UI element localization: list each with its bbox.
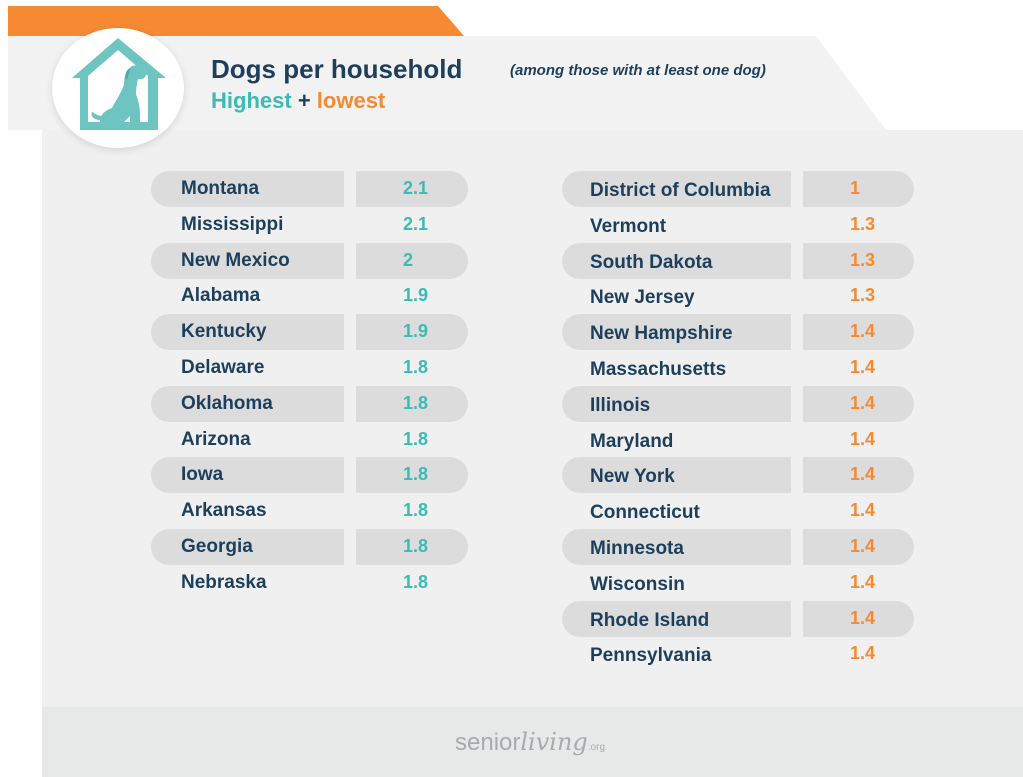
dogs-per-household-value: 1.3 [850, 285, 876, 306]
row-value-highlight [803, 528, 914, 565]
state-name: Oklahoma [181, 392, 273, 414]
row-highlight [151, 385, 344, 422]
page-subtitle: (among those with at least one dog) [510, 62, 766, 79]
dogs-per-household-value: 1.8 [403, 392, 429, 413]
row-value-highlight [356, 314, 468, 351]
state-name: Arizona [181, 428, 251, 450]
row-highlight [562, 171, 791, 207]
row-value-highlight [803, 385, 914, 422]
dogs-per-household-value: 1.4 [850, 428, 876, 449]
row-value-highlight [803, 314, 914, 351]
row-value-highlight [356, 242, 468, 279]
row-highlight [151, 171, 344, 207]
row-highlight [562, 457, 791, 494]
state-name: New Hampshire [590, 323, 733, 345]
state-name: Montana [181, 178, 260, 199]
state-name: Minnesota [590, 537, 684, 559]
dogs-per-household-value: 2.1 [403, 213, 429, 234]
state-name: South Dakota [590, 251, 713, 273]
row-highlight [151, 457, 344, 494]
dogs-per-household-value: 1.4 [850, 356, 876, 377]
state-name: Delaware [181, 356, 265, 378]
dogs-per-household-value: 1.8 [403, 356, 429, 377]
state-name: Massachusetts [590, 358, 727, 380]
header-accent-bar [8, 6, 464, 36]
dog-house-icon [72, 38, 166, 130]
state-name: Wisconsin [590, 573, 685, 595]
row-value-highlight [803, 600, 914, 637]
brand-senior: senior [455, 729, 521, 756]
dogs-per-household-value: 1.3 [850, 249, 876, 270]
brand-tld: .org [587, 742, 606, 753]
state-name: Rhode Island [590, 609, 710, 631]
row-highlight [562, 314, 791, 351]
row-value-highlight [803, 171, 914, 207]
state-name: New Mexico [181, 249, 290, 271]
state-name: Georgia [181, 535, 253, 557]
state-name: Iowa [181, 464, 224, 486]
dogs-per-household-value: 1.4 [850, 571, 876, 592]
state-name: Arkansas [181, 500, 267, 522]
state-name: New Jersey [590, 287, 695, 309]
legend: Highest + lowest [211, 88, 385, 114]
row-value-highlight [803, 457, 914, 494]
brand-living: living [520, 728, 588, 756]
dogs-per-household-value: 1.9 [403, 285, 429, 306]
state-name: District of Columbia [590, 180, 771, 201]
dogs-per-household-value: 1.4 [850, 500, 876, 521]
dogs-per-household-value: 1.4 [850, 321, 876, 342]
dogs-per-household-value: 1 [850, 178, 861, 198]
row-value-highlight [803, 242, 914, 279]
dogs-per-household-value: 1.8 [403, 571, 429, 592]
row-highlight [151, 314, 344, 351]
state-name: Nebraska [181, 571, 267, 593]
row-highlight [151, 242, 344, 279]
state-name: Pennsylvania [590, 645, 712, 667]
dogs-per-household-value: 2.1 [403, 178, 429, 198]
row-value-highlight [356, 457, 468, 494]
state-name: Mississippi [181, 213, 284, 235]
dogs-per-household-value: 2 [403, 249, 414, 270]
legend-highest: Highest [211, 88, 292, 113]
page-title: Dogs per household [211, 54, 463, 84]
row-highlight [151, 528, 344, 565]
dogs-per-household-value: 1.4 [850, 643, 876, 664]
dogs-per-household-value: 1.8 [403, 464, 429, 485]
legend-plus: + [297, 88, 311, 113]
row-value-highlight [356, 385, 468, 422]
row-highlight [562, 385, 791, 422]
dogs-per-household-value: 1.4 [850, 535, 876, 556]
legend-lowest: lowest [316, 88, 386, 113]
state-name: Vermont [590, 215, 667, 237]
dogs-per-household-value: 1.8 [403, 535, 429, 556]
dogs-per-household-value: 1.8 [403, 428, 429, 449]
row-highlight [562, 242, 791, 279]
dogs-per-household-value: 1.4 [850, 607, 876, 628]
logo-badge [52, 28, 184, 148]
row-value-highlight [356, 528, 468, 565]
dogs-per-household-value: 1.4 [850, 392, 876, 413]
dogs-per-household-value: 1.9 [403, 321, 429, 342]
state-name: Alabama [181, 285, 261, 307]
state-name: Illinois [590, 394, 651, 416]
dogs-per-household-value: 1.4 [850, 464, 876, 485]
brand-logo: seniorliving.org [455, 728, 605, 757]
dogs-per-household-value: 1.3 [850, 213, 876, 234]
state-name: Connecticut [590, 502, 700, 524]
state-name: Maryland [590, 430, 674, 452]
state-name: New York [590, 466, 675, 488]
state-name: Kentucky [181, 321, 267, 343]
row-highlight [562, 528, 791, 565]
row-value-highlight [356, 171, 468, 207]
footer-bar [42, 707, 1023, 777]
row-highlight [562, 600, 791, 637]
dogs-per-household-value: 1.8 [403, 500, 429, 521]
